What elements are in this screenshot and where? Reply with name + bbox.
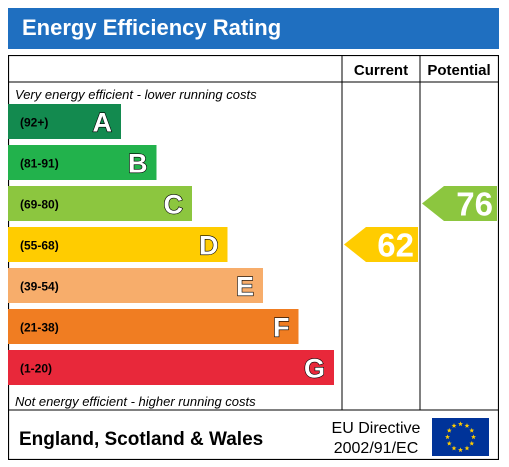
band-letter-d: D [199,231,219,261]
eu-flag-star [471,434,476,440]
current-arrow-shape [344,227,418,262]
page-title: Energy Efficiency Rating [22,15,282,40]
eu-flag-icon [432,418,489,456]
band-range-d: (55-68) [20,239,59,253]
band-g: (1-20) G [8,350,334,385]
potential-column-header: Potential [427,62,490,79]
eu-flag-star [446,440,452,446]
band-letter-c: C [164,190,184,220]
eu-flag-star [464,445,470,451]
bottom-note: Not energy efficient - higher running co… [15,394,256,409]
band-range-g: (1-20) [20,362,52,376]
eu-flag-star [469,427,475,433]
band-e: (39-54) E [8,268,263,303]
band-letter-a: A [93,108,113,138]
title-bar: Energy Efficiency Rating [8,8,499,49]
band-bar-f [8,309,299,344]
band-letter-e: E [236,272,254,302]
band-b: (81-91) B [8,145,157,180]
band-letter-b: B [128,149,148,179]
eu-flag-star [451,423,457,428]
band-range-a: (92+) [20,116,48,130]
eu-flag-star [458,447,463,453]
eu-flag-star [469,440,475,446]
rating-indicators: 62 76 [344,186,497,264]
band-bar-d [8,227,228,262]
epc-chart: Current Potential Very energy efficient … [7,54,500,461]
band-range-b: (81-91) [20,157,59,171]
band-d: (55-68) D [8,227,228,262]
current-column-header: Current [354,62,408,79]
band-range-c: (69-80) [20,198,59,212]
band-bar-b [8,145,157,180]
band-letter-f: F [273,313,290,343]
directive-line-1: EU Directive [332,420,421,437]
eu-flag-star [464,423,470,428]
rating-bands: (92+) A (81-91) B (69-80) C (55-68) D (39-54) E (2… [8,104,334,385]
eu-flag-star [451,445,457,451]
country-label: England, Scotland & Wales [19,429,263,450]
potential-rating-arrow: 76 [422,186,497,223]
potential-arrow-shape [422,186,497,221]
band-range-f: (21-38) [20,321,59,335]
band-a: (92+) A [8,104,121,139]
band-letter-g: G [304,354,325,384]
top-note: Very energy efficient - lower running co… [15,87,257,102]
current-rating-arrow: 62 [344,227,418,264]
directive-line-2: 2002/91/EC [334,440,419,457]
epc-chart-svg: Current Potential Very energy efficient … [7,54,500,461]
band-bar-c [8,186,192,221]
band-c: (69-80) C [8,186,192,221]
band-range-e: (39-54) [20,280,59,294]
band-bar-e [8,268,263,303]
eu-flag-star [446,427,452,433]
potential-rating-value: 76 [456,186,493,223]
eu-flag-star [445,434,450,440]
eu-flag-star [458,421,463,427]
band-bar-a [8,104,121,139]
band-bar-g [8,350,334,385]
band-f: (21-38) F [8,309,299,344]
current-rating-value: 62 [377,227,414,264]
